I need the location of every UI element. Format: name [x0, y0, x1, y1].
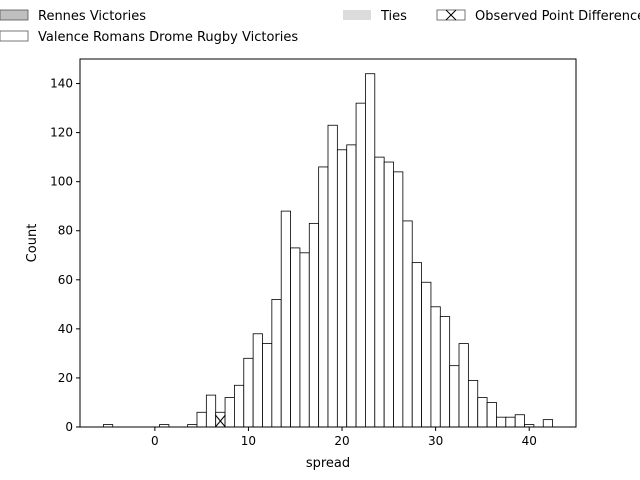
histogram-bar	[290, 247, 301, 428]
histogram-bar	[224, 397, 235, 428]
y-tick-label: 0	[65, 420, 73, 434]
histogram-bar	[383, 161, 394, 428]
histogram-bar	[477, 397, 488, 428]
y-tick-label: 80	[58, 224, 73, 238]
histogram-bar	[205, 394, 217, 428]
histogram-bar	[486, 402, 497, 428]
plot-frame	[79, 58, 577, 428]
y-tick-label: 60	[58, 273, 73, 287]
histogram-bar	[252, 333, 263, 428]
histogram-bar	[458, 343, 469, 428]
histogram-bar	[318, 166, 329, 428]
histogram-bar	[449, 365, 460, 428]
legend-label: Ties	[380, 9, 407, 24]
histogram-bar	[374, 156, 385, 428]
legend-label: Valence Romans Drome Rugby Victories	[38, 30, 298, 45]
legend-label: Rennes Victories	[38, 9, 146, 24]
x-tick-label: 20	[334, 434, 349, 448]
histogram-bar	[336, 149, 348, 428]
legend-swatch	[0, 30, 29, 42]
legend-label: Observed Point Difference	[475, 9, 640, 24]
x-tick-label: 10	[241, 434, 256, 448]
legend-entry: Observed Point Difference	[436, 9, 640, 24]
histogram-bar	[262, 343, 273, 428]
histogram-bar	[542, 419, 554, 428]
legend-swatch	[343, 10, 371, 20]
histogram-bar	[327, 124, 338, 428]
x-tick-label: 0	[151, 434, 159, 448]
y-tick-label: 120	[50, 126, 73, 140]
legend-entry: Ties	[343, 9, 407, 24]
legend: Rennes Victories Valence Romans Drome Rug…	[0, 9, 640, 45]
x-axis-label: spread	[306, 456, 350, 471]
histogram-bar	[196, 411, 207, 428]
histogram-bar	[430, 306, 441, 428]
histogram-bar	[402, 220, 413, 428]
y-axis-label: Count	[25, 224, 40, 263]
observed-marker-stroke	[214, 414, 226, 428]
histogram-bar	[271, 299, 282, 428]
histogram-bar	[355, 102, 366, 428]
y-tick-label: 100	[50, 175, 73, 189]
legend-entry: Rennes Victories	[0, 9, 146, 24]
y-tick-label: 40	[58, 322, 73, 336]
histogram-bar	[514, 414, 525, 428]
histogram-bar	[308, 222, 320, 428]
histogram-bar	[393, 171, 404, 428]
y-axis-ticks: 0 20 40 60 80 100 120 140	[50, 77, 80, 434]
y-tick-label: 20	[58, 371, 73, 385]
histogram-bar	[467, 379, 479, 428]
histogram-bar	[496, 416, 507, 428]
x-tick-label: 40	[522, 434, 537, 448]
x-axis-ticks: 0 10 20 30 40	[151, 427, 537, 448]
legend-swatch	[0, 9, 29, 21]
legend-x-mark	[445, 9, 457, 21]
observed-point-marker	[214, 414, 226, 428]
histogram-bar	[505, 416, 516, 428]
histogram-bar	[280, 210, 291, 428]
x-tick-label: 30	[428, 434, 443, 448]
y-tick-label: 140	[50, 77, 73, 91]
histogram-bar	[439, 316, 451, 428]
histogram-bar	[421, 281, 432, 428]
histogram-bar	[234, 384, 245, 428]
histogram-bars	[102, 73, 554, 428]
legend-entry: Valence Romans Drome Rugby Victories	[0, 30, 298, 45]
histogram-bar	[411, 262, 422, 428]
histogram-bar	[365, 73, 376, 428]
histogram-bar	[346, 144, 357, 428]
histogram-bar	[243, 357, 254, 428]
histogram-bar	[299, 252, 310, 428]
